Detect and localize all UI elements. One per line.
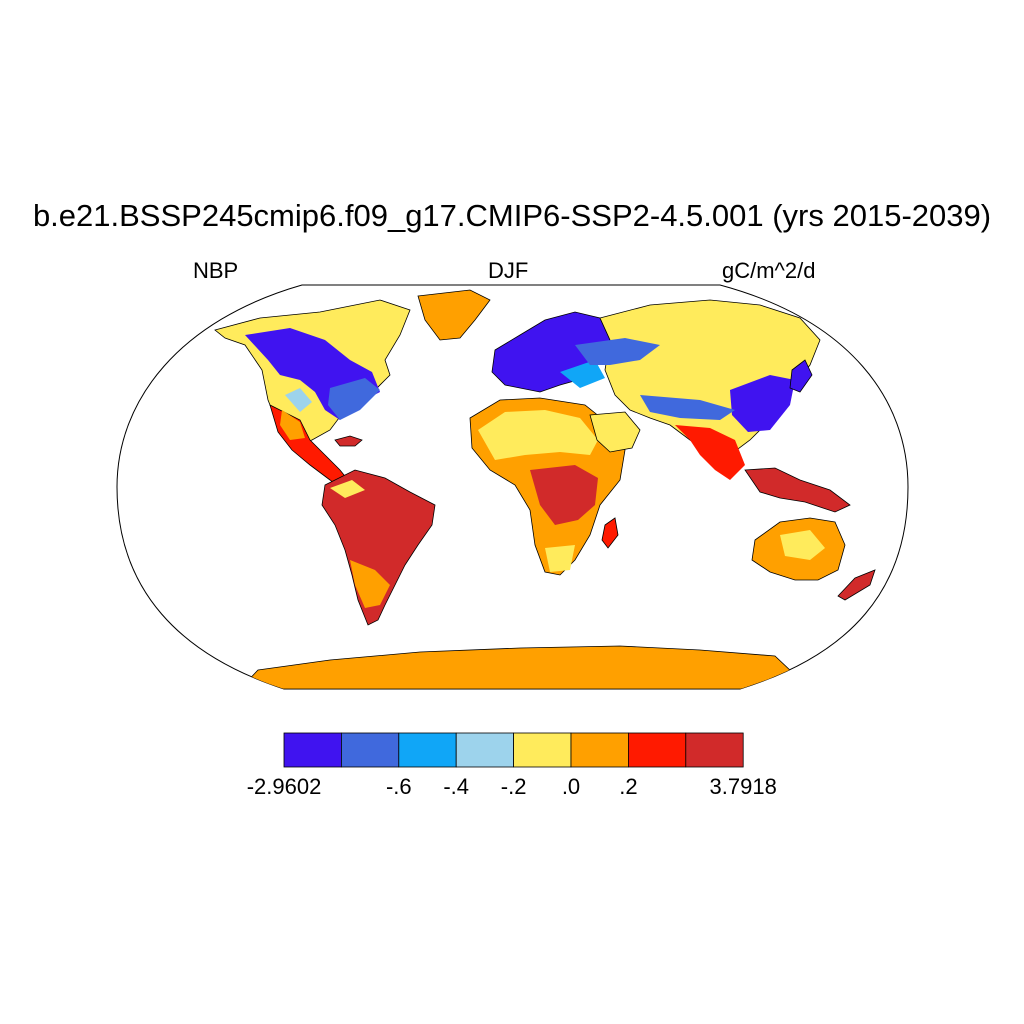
new-zealand-land — [837, 569, 876, 601]
greenland-land — [417, 289, 491, 341]
colorbar-tick-label: .0 — [561, 774, 581, 799]
colorbar-swatch — [628, 732, 687, 768]
colorbar-swatch — [513, 732, 572, 768]
south-america-orange-south — [350, 560, 390, 608]
colorbar — [283, 732, 744, 768]
south-america-land — [321, 469, 436, 626]
units-label: gC/m^2/d — [722, 258, 816, 283]
colorbar-tick-label: 3.7918 — [709, 774, 777, 799]
season-label: DJF — [488, 258, 529, 283]
japan-islands — [789, 359, 813, 393]
east-asia-blue — [730, 375, 795, 432]
colorbar-swatch — [685, 732, 744, 768]
asia-west-blue — [575, 338, 660, 365]
madagascar-land — [601, 517, 619, 549]
africa-sahel-yellow — [478, 410, 598, 460]
north-america-lightblue — [285, 388, 312, 412]
africa-south-yellow — [545, 545, 575, 572]
colorbar-tick-label: -.6 — [385, 774, 412, 799]
colorbar-swatch — [398, 732, 457, 768]
south-america-yellow-north — [330, 480, 365, 498]
colorbar-swatch — [455, 732, 515, 768]
colorbar-swatch — [570, 732, 629, 768]
antarctica-land — [239, 645, 812, 689]
arabia-land — [589, 411, 641, 453]
central-america-orange — [280, 410, 305, 440]
colorbar-tick-label: .2 — [619, 774, 638, 799]
europe-lightblue — [560, 360, 605, 388]
africa-central-red — [530, 465, 598, 525]
australia-interior-yellow — [780, 530, 825, 560]
colorbar-swatch — [283, 732, 342, 768]
colorbar-tick-label: -2.9602 — [246, 774, 322, 799]
plot-title: b.e21.BSSP245cmip6.f09_g17.CMIP6-SSP2-4.… — [32, 198, 992, 233]
colorbar-swatch — [340, 732, 400, 768]
variable-label: NBP — [193, 258, 239, 283]
central-asia-blue — [640, 395, 735, 420]
north-america-east-blue — [328, 378, 380, 420]
southeast-asia-islands — [744, 467, 851, 513]
colorbar-tick-label: -.4 — [443, 774, 470, 799]
colorbar-tick-label: -.2 — [500, 774, 527, 799]
caribbean-islands — [334, 435, 363, 447]
south-asia-red — [675, 425, 745, 480]
